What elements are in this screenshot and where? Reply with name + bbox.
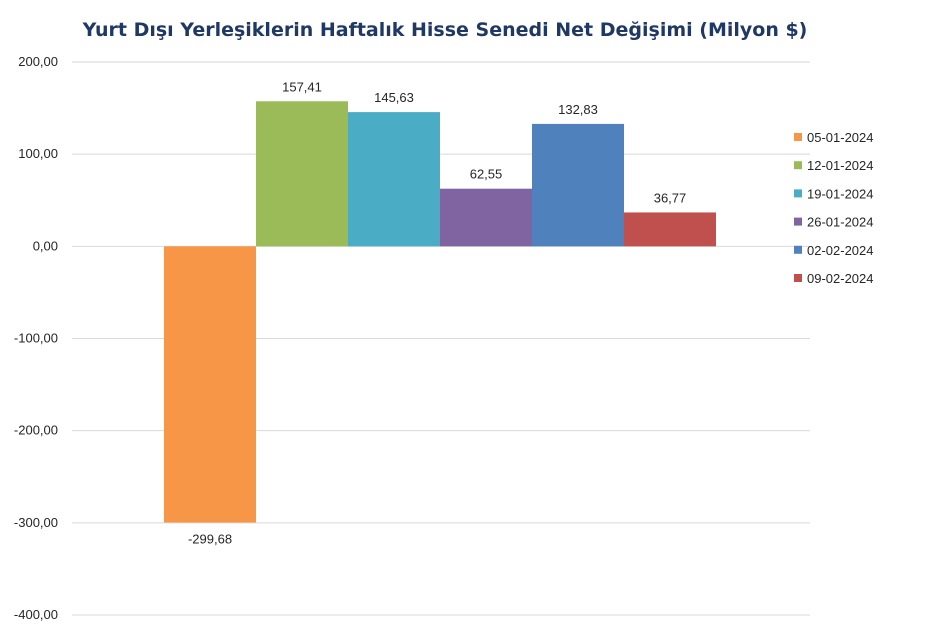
- bar-19-01-2024: [348, 112, 440, 246]
- legend-swatch: [794, 218, 802, 226]
- bar-26-01-2024: [440, 189, 532, 247]
- legend-swatch: [794, 274, 802, 282]
- y-tick-label: -200,00: [14, 423, 58, 438]
- legend-entry: 05-01-2024: [807, 130, 874, 145]
- data-label: 62,55: [470, 167, 503, 182]
- legend-entry: 09-02-2024: [807, 271, 874, 286]
- y-tick-label: 100,00: [18, 146, 58, 161]
- data-label: 36,77: [654, 190, 687, 205]
- legend-entry: 12-01-2024: [807, 158, 874, 173]
- y-tick-label: -300,00: [14, 515, 58, 530]
- y-tick-label: -100,00: [14, 331, 58, 346]
- bars: [164, 101, 716, 522]
- legend-entry: 19-01-2024: [807, 186, 874, 201]
- bar-02-02-2024: [532, 124, 624, 246]
- legend-swatch: [794, 161, 802, 169]
- y-tick-label: 200,00: [18, 54, 58, 69]
- legend-swatch: [794, 189, 802, 197]
- legend: 05-01-2024 12-01-2024 19-01-2024 26-01-2024…: [794, 130, 874, 286]
- data-label: 145,63: [374, 90, 414, 105]
- data-label: -299,68: [188, 532, 232, 547]
- chart-title: Yurt Dışı Yerleşiklerin Haftalık Hisse S…: [82, 19, 808, 41]
- y-axis-ticks: -400,00 -300,00 -200,00 -100,00 0,00 100,00 20…: [14, 54, 58, 622]
- y-tick-label: 0,00: [33, 238, 58, 253]
- legend-swatch: [794, 246, 802, 254]
- y-tick-label: -400,00: [14, 607, 58, 622]
- data-label: 157,41: [282, 79, 322, 94]
- legend-swatch: [794, 133, 802, 141]
- bar-12-01-2024: [256, 101, 348, 246]
- bar-05-01-2024: [164, 246, 256, 522]
- legend-entry: 02-02-2024: [807, 243, 874, 258]
- legend-entry: 26-01-2024: [807, 215, 874, 230]
- data-label: 132,83: [558, 102, 598, 117]
- bar-09-02-2024: [624, 212, 716, 246]
